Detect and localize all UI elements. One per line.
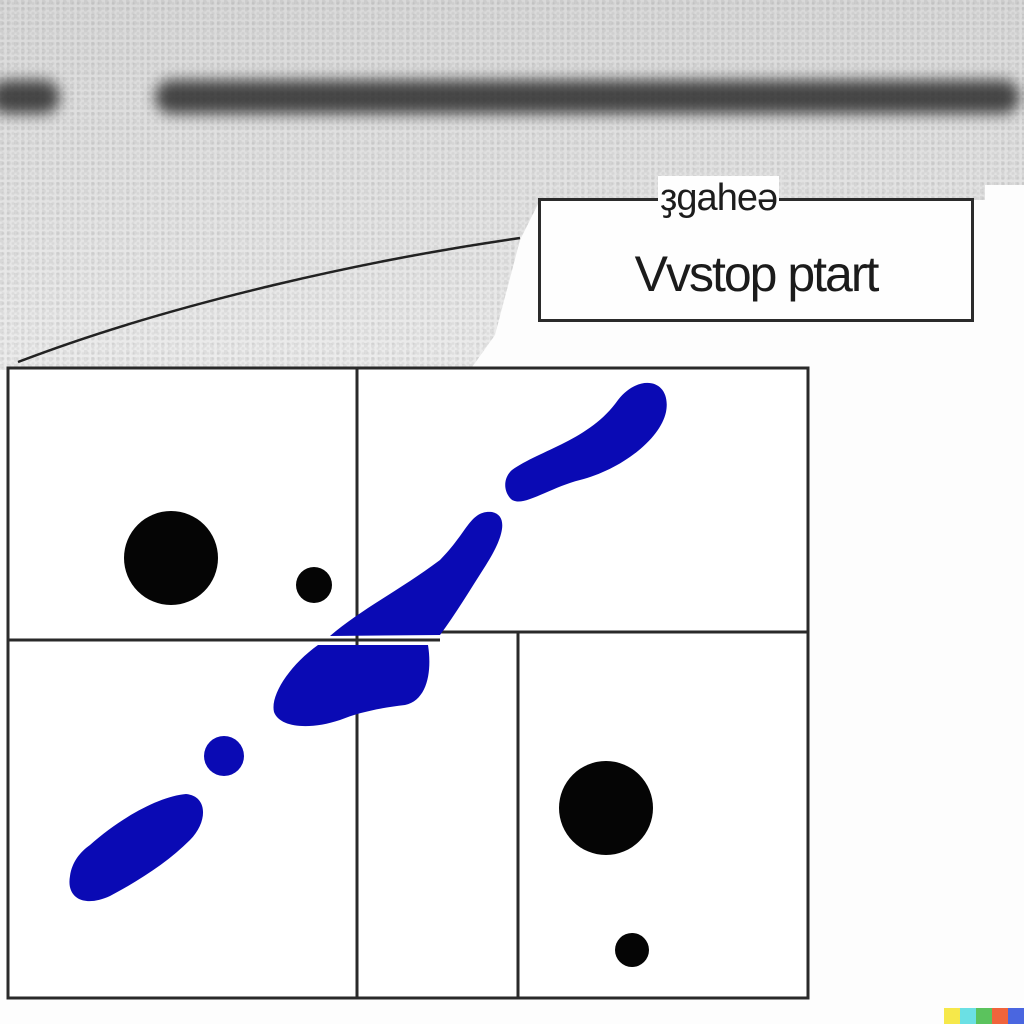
blue-dot-small (204, 736, 244, 776)
small-dot-bottom-right (615, 933, 649, 967)
small-dot-top-left (296, 567, 332, 603)
blurred-bar-left (0, 80, 60, 114)
blue-blob-middle (330, 511, 503, 636)
blurred-bar-right (155, 80, 1020, 114)
large-dot-top-left (124, 511, 218, 605)
blue-blob-top (505, 382, 667, 502)
blue-blob-lower-middle (273, 645, 430, 727)
large-dot-bottom-right (559, 761, 653, 855)
blue-blob-bottom (69, 794, 204, 902)
callout-top-text: ҙgahеә (658, 176, 780, 220)
callout-main-text: Vvstop ptart (634, 246, 880, 302)
color-stripe-watermark (944, 1008, 1024, 1024)
